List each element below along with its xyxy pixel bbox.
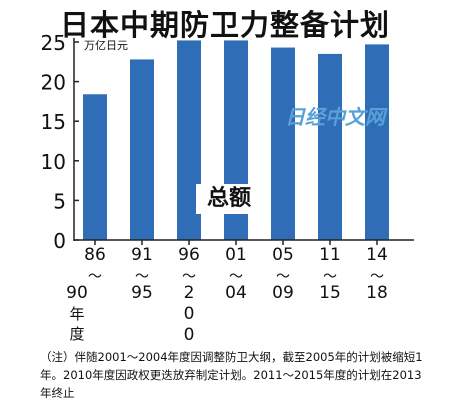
x-tick-label-2-3: 95 bbox=[131, 283, 153, 303]
x-tick-label-4-1: 01 bbox=[225, 245, 247, 265]
x-tick-label-3-4: 0 bbox=[184, 304, 195, 324]
x-tick-label-5-3: 09 bbox=[272, 283, 294, 303]
watermark-logo: 日经中文网 bbox=[285, 105, 385, 129]
x-tick-label-6-1: 11 bbox=[319, 245, 341, 265]
y-tick-label-0: 0 bbox=[53, 229, 66, 253]
chart-title: 日本中期防卫力整备计划 bbox=[59, 8, 390, 42]
bar-1 bbox=[83, 94, 107, 240]
bar-7 bbox=[365, 44, 389, 240]
y-tick-label-5: 5 bbox=[53, 189, 66, 213]
x-tick-label-7-3: 18 bbox=[366, 283, 388, 303]
x-tick-label-1-5: 度 bbox=[69, 325, 84, 343]
x-tick-label-7-1: 14 bbox=[366, 245, 388, 265]
y-tick-label-10: 10 bbox=[41, 150, 66, 174]
x-tick-label-6-3: 15 bbox=[319, 283, 341, 303]
x-tick-label-1-4: 年 bbox=[69, 305, 84, 323]
bar-2 bbox=[130, 59, 154, 241]
x-tick-label-4-3: 04 bbox=[225, 283, 247, 303]
x-tick-label-1-1: 86 bbox=[84, 245, 106, 265]
x-tick-label-3-2: 〜 bbox=[182, 269, 196, 285]
total-annotation: 总额 bbox=[196, 184, 262, 214]
x-tick-label-1-2: 〜 bbox=[88, 269, 102, 285]
x-tick-label-1-3: 90 bbox=[66, 283, 88, 303]
y-tick-label-15: 15 bbox=[41, 110, 66, 134]
y-tick-label-20: 20 bbox=[41, 71, 66, 95]
x-tick-label-3-6: 0 bbox=[184, 346, 195, 348]
x-tick-label-3-1: 96 bbox=[178, 245, 200, 265]
x-tick-label-3-3: 2 bbox=[184, 283, 195, 303]
bar-chart: 051015202586〜90年度91〜9596〜200001〜0405〜091… bbox=[41, 31, 414, 348]
x-tick-label-2-2: 〜 bbox=[135, 269, 149, 285]
y-tick-label-25: 25 bbox=[41, 31, 66, 55]
x-tick-label-7-2: 〜 bbox=[370, 269, 384, 285]
bar-5 bbox=[271, 47, 295, 240]
x-tick-label-4-2: 〜 bbox=[229, 269, 243, 285]
x-tick-label-5-1: 05 bbox=[272, 245, 294, 265]
x-tick-label-2-1: 91 bbox=[131, 245, 153, 265]
footnote: （注）伴随2001～2004年度因调整防卫大纲，截至2005年的计划被缩短1年。… bbox=[40, 350, 423, 400]
x-tick-label-6-2: 〜 bbox=[323, 269, 337, 285]
x-tick-label-5-2: 〜 bbox=[276, 269, 290, 285]
bar-6 bbox=[318, 53, 342, 240]
y-axis-unit-label: 万亿日元 bbox=[84, 39, 128, 52]
x-tick-label-3-5: 0 bbox=[184, 325, 195, 345]
